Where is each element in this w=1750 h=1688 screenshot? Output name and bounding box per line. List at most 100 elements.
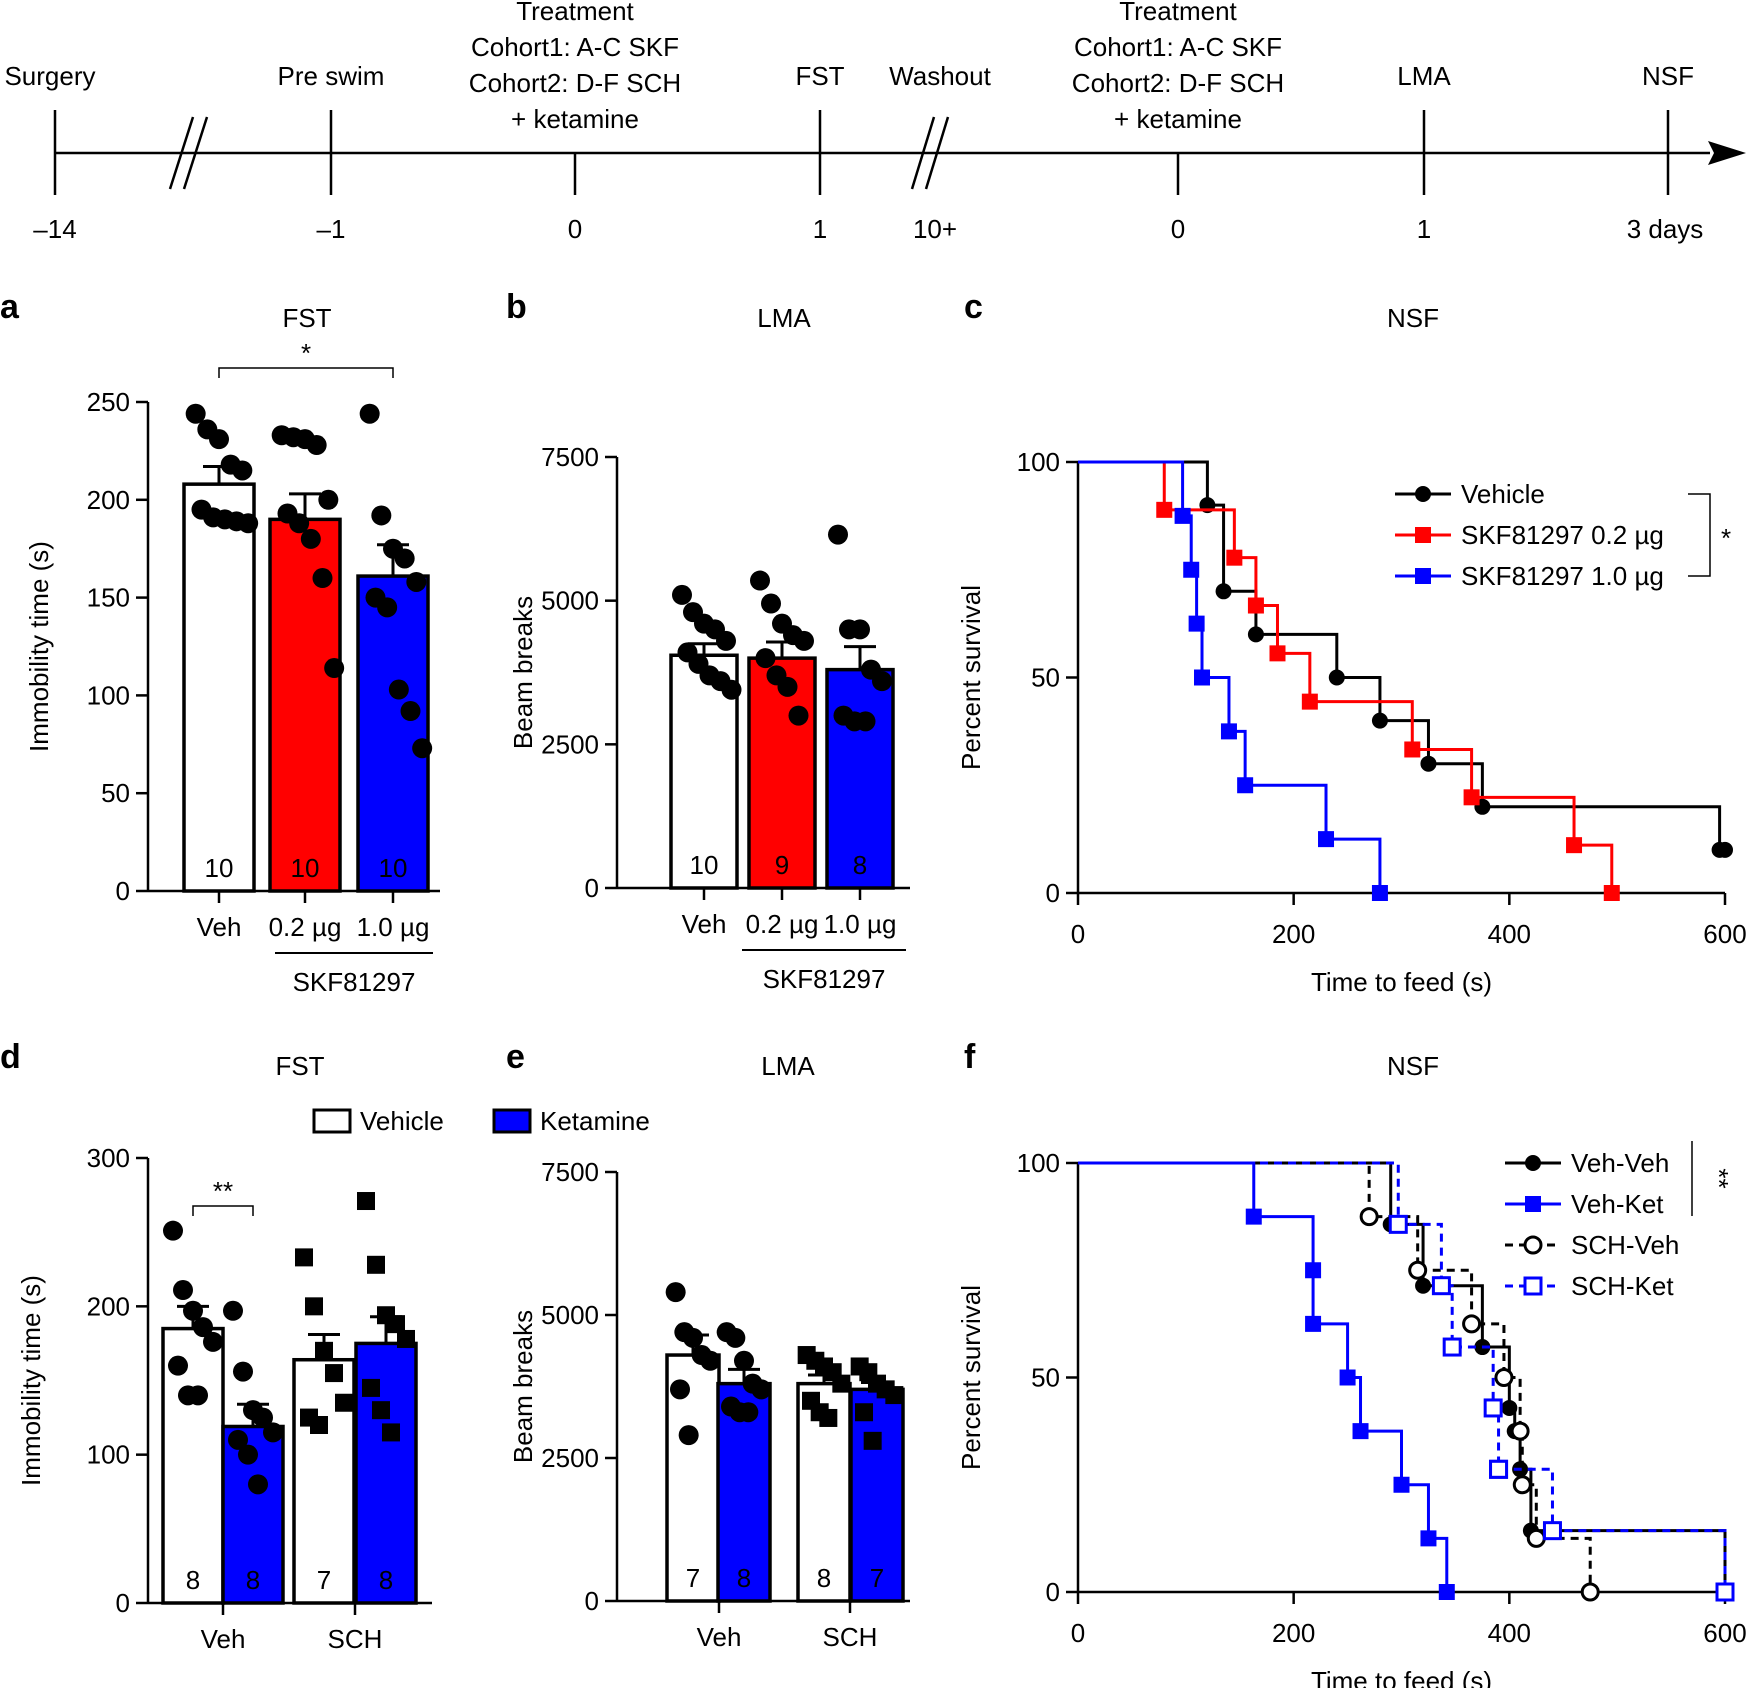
data-point [324,658,345,679]
x-tick-label: SCH [328,1624,383,1654]
data-point [295,1248,313,1267]
data-point [1359,1207,1379,1227]
data-point [1247,626,1264,643]
x-tick-label: 1.0 µg [357,912,430,942]
data-point [1542,1521,1562,1541]
group-label: SKF81297 [293,967,416,997]
x-tick-label: 1.0 µg [824,909,897,939]
y-tick-label: 0 [1046,878,1060,908]
y-tick-label: 0 [585,1586,599,1616]
timeline-day-label: 1 [1417,214,1431,244]
y-tick-label: 100 [87,680,130,710]
data-point [1715,1582,1735,1602]
data-point [232,460,253,481]
data-point [1174,507,1191,524]
data-point [1489,1459,1509,1479]
data-point [335,1393,353,1412]
data-point [828,524,848,545]
data-point [1483,1398,1503,1418]
data-point [1371,885,1388,901]
experiment-timeline: –14 Surgery –1 Pre swim 0 Treatment Cohort1: A… [4,0,1746,244]
timeline-event-label: FST [795,61,844,91]
data-point [310,1416,328,1434]
data-point [672,584,692,605]
bar-n-label: 8 [186,1565,200,1595]
data-point [183,1300,203,1321]
bar-n-label: 8 [379,1565,393,1595]
data-point [1526,1528,1546,1548]
x-tick-label: Veh [697,1622,742,1652]
panel-letter: d [0,1038,21,1076]
x-tick-label: Veh [682,909,727,939]
significance-label: ** [213,1176,233,1206]
bar-n-label: 10 [291,853,320,883]
y-tick-label: 7500 [541,1157,599,1187]
x-tick-label: 0 [1071,919,1085,949]
bar-n-label: 8 [246,1565,260,1595]
data-point [1371,712,1388,729]
data-point [1463,789,1480,806]
panel-letter: f [964,1038,976,1076]
data-point [721,679,742,700]
data-point [1462,1314,1482,1334]
data-point [738,1402,759,1423]
data-point [1525,1196,1541,1212]
data-point [173,1280,193,1301]
data-point [1494,1368,1514,1387]
x-tick-label: 400 [1488,1618,1531,1648]
data-point [1183,561,1200,578]
data-point [188,1385,208,1406]
legend-label: SKF81297 1.0 µg [1461,561,1664,591]
bar-n-label: 8 [737,1563,751,1593]
bar-n-label: 8 [817,1563,831,1593]
y-tick-label: 2500 [541,729,599,759]
data-point [1431,1276,1451,1296]
data-point [1415,568,1431,584]
significance-label: ** [1704,1168,1734,1188]
data-point [193,1317,213,1338]
data-point [233,1361,253,1382]
data-point [700,1350,721,1371]
data-point [318,489,339,510]
legend-label: Ketamine [540,1106,650,1136]
x-tick-label: Veh [197,912,242,942]
y-tick-label: 150 [87,583,130,613]
data-point [683,1327,703,1348]
timeline-event-label: + ketamine [511,104,639,134]
panel-title: FST [282,303,331,333]
data-point [725,1327,746,1348]
data-point [665,1282,686,1303]
survival-line [1078,460,1725,852]
data-point [751,1379,772,1400]
legend-label: Vehicle [360,1106,444,1136]
y-tick-label: 5000 [541,586,599,616]
bar [747,656,817,890]
y-tick-label: 250 [87,387,130,417]
bar [182,482,256,893]
panel-e-lma-sch-bar-chart: e LMA 0 2500 5000 7500 Beam breaks 7 8 8 7 Veh SCH [506,1038,910,1652]
panel-title: FST [275,1051,324,1081]
panel-b-lma-skf-bar-chart: b LMA 0 2500 5000 7500 Beam breaks 10 9 8 Veh 0.2 µ… [506,288,910,994]
data-point [1512,1475,1532,1495]
data-point [855,711,876,732]
data-point [377,597,398,618]
data-point [1580,1582,1600,1602]
x-tick-label: 600 [1703,919,1746,949]
legend-label: SCH-Veh [1571,1230,1679,1260]
data-point [1305,1262,1322,1279]
data-point [388,679,409,700]
legend-label: Vehicle [1461,479,1545,509]
panel-title: NSF [1387,303,1439,333]
data-point [1442,1337,1462,1357]
bar-n-label: 10 [205,853,234,883]
bar [221,1424,285,1605]
x-tick-label: Veh [201,1624,246,1654]
data-point [306,435,327,456]
data-point [387,1315,405,1334]
data-point [1237,777,1254,794]
legend-label: Veh-Ket [1571,1189,1664,1219]
panel-title: LMA [761,1051,815,1081]
data-point [1352,1423,1369,1440]
